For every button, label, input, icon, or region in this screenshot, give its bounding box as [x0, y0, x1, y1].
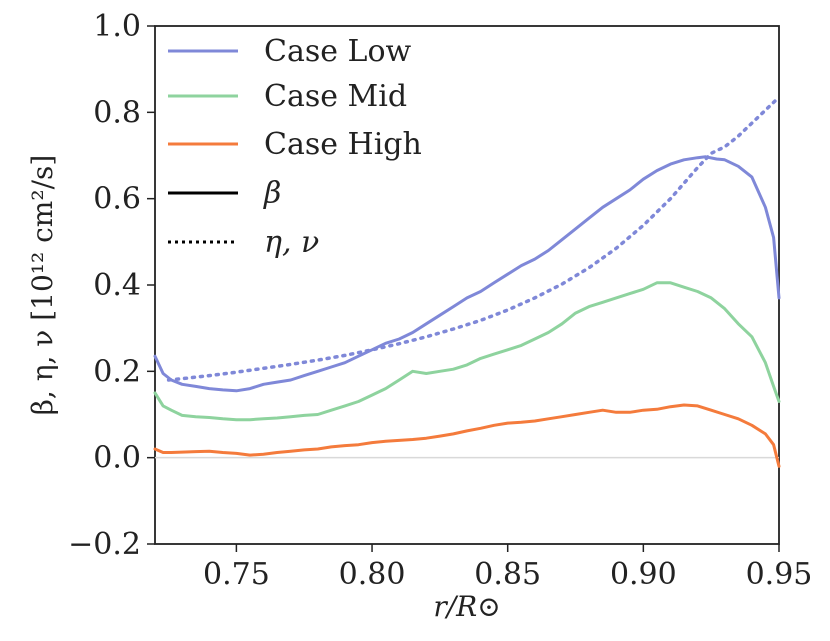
y-tick-label: 1.0 — [93, 9, 141, 44]
series-line-case-low — [153, 155, 781, 393]
x-tick-label: 0.75 — [203, 557, 270, 592]
y-tick-label: 0.4 — [93, 268, 141, 303]
y-tick-label: 0.0 — [93, 441, 141, 476]
y-tick-label: 0.6 — [93, 182, 141, 217]
legend-label-case-mid: Case Mid — [264, 79, 407, 114]
x-axis-ticks: 0.75 0.80 0.85 0.90 0.95 — [203, 544, 812, 592]
series-line-case-mid — [153, 281, 781, 422]
x-axis-label: r/R⊙ — [433, 590, 500, 623]
y-tick-label: 0.2 — [93, 354, 141, 389]
legend: Case Low Case Mid Case High β η, ν — [168, 34, 422, 260]
y-tick-label: −0.2 — [68, 527, 141, 562]
y-axis-label: β, η, ν [10¹² cm²/s] — [26, 155, 59, 416]
legend-label-case-low: Case Low — [264, 34, 412, 69]
x-tick-label: 0.95 — [746, 557, 813, 592]
legend-label-case-high: Case High — [264, 127, 422, 162]
y-tick-label: 0.8 — [93, 95, 141, 130]
y-axis-ticks: −0.2 0.0 0.2 0.4 0.6 0.8 1.0 — [68, 9, 155, 562]
series-layer — [153, 95, 781, 468]
x-tick-label: 0.85 — [474, 557, 541, 592]
series-line-case-low — [166, 95, 781, 382]
legend-label-eta-nu: η, ν — [264, 225, 319, 260]
legend-label-beta: β — [263, 176, 281, 211]
x-tick-label: 0.90 — [610, 557, 677, 592]
x-tick-label: 0.80 — [339, 557, 406, 592]
plot-frame — [154, 25, 780, 545]
series-line-case-high — [153, 403, 781, 468]
